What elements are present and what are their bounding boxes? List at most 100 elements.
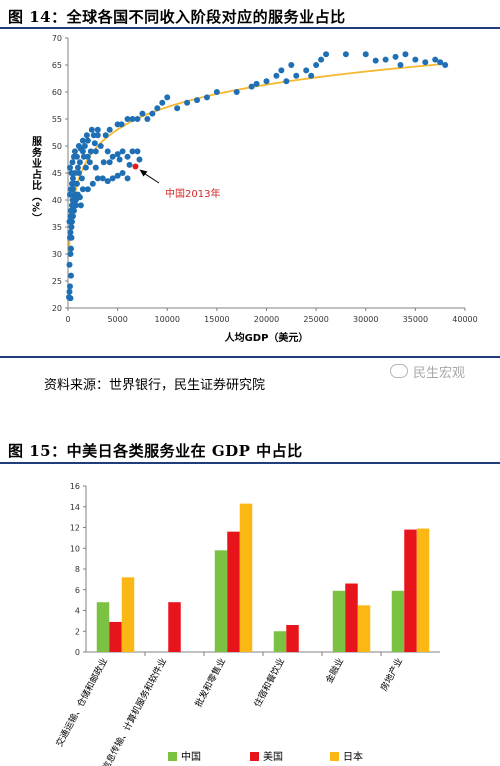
scatter-point <box>67 245 74 252</box>
legend-label: 日本 <box>343 750 363 763</box>
scatter-point <box>106 159 113 166</box>
bar-y-tick-label: 4 <box>75 607 80 616</box>
bar-美国-5 <box>404 529 417 652</box>
scatter-trend-curve <box>68 63 446 256</box>
bar-美国-2 <box>227 531 240 652</box>
scatter-point <box>82 164 89 171</box>
bar-日本-5 <box>416 528 430 652</box>
scatter-point <box>437 59 444 66</box>
scatter-point <box>263 78 270 85</box>
scatter-point <box>72 202 79 209</box>
scatter-point <box>126 161 133 168</box>
scatter-point <box>109 175 116 182</box>
scatter-x-axis-label: 人均GDP（美元） <box>225 331 309 344</box>
scatter-x-tick-label: 35000 <box>403 315 428 324</box>
scatter-point <box>69 186 76 193</box>
bar-中国-4 <box>332 590 346 652</box>
bar-category-label: 信息传输、计算机服务和软件业 <box>99 656 169 766</box>
scatter-point <box>84 153 91 160</box>
scatter-point <box>278 67 285 74</box>
scatter-point <box>69 175 76 182</box>
scatter-point <box>397 62 404 68</box>
scatter-point-china-2013 <box>132 163 139 170</box>
scatter-point <box>72 197 79 203</box>
scatter-y-axis-label: 服务业占比（%） <box>30 136 43 224</box>
figure2-title-rule <box>0 462 500 464</box>
scatter-point <box>402 51 409 58</box>
scatter-point <box>303 67 310 74</box>
scatter-point <box>104 148 111 155</box>
annotation-label: 中国2013年 <box>165 187 220 200</box>
scatter-point <box>392 53 399 60</box>
scatter-point <box>81 143 88 149</box>
scatter-point <box>184 99 191 106</box>
scatter-point <box>124 116 131 122</box>
bar-category-label: 交通运输、仓储和邮政业 <box>53 656 110 749</box>
scatter-point <box>71 180 78 187</box>
scatter-point <box>382 56 389 63</box>
scatter-y-tick-label: 35 <box>52 223 62 232</box>
scatter-point <box>248 83 255 90</box>
scatter-point <box>68 224 75 230</box>
scatter-point <box>308 72 315 79</box>
scatter-y-tick-label: 65 <box>52 61 62 70</box>
scatter-point <box>233 89 240 95</box>
figure1-source: 资料来源：世界银行，民生证券研究院 <box>44 378 266 393</box>
bar-legend: 中国 美国 日本 <box>168 750 363 763</box>
bar-日本-0 <box>121 577 135 652</box>
scatter-point <box>283 78 290 85</box>
scatter-point <box>71 148 78 155</box>
scatter-point <box>67 229 74 236</box>
scatter-point <box>119 170 126 176</box>
bar-y-tick-label: 10 <box>70 544 80 553</box>
scatter-point <box>273 72 280 79</box>
annotation-arrow-head <box>139 169 148 177</box>
bar-y-tick-label: 14 <box>70 503 80 512</box>
scatter-point <box>74 164 81 171</box>
bar-美国-1 <box>168 602 181 652</box>
scatter-point <box>94 175 101 182</box>
bar-category-label: 住宿和餐饮业 <box>251 656 287 709</box>
scatter-point <box>94 126 101 133</box>
scatter-point <box>87 148 94 155</box>
scatter-point <box>99 175 106 182</box>
scatter-x-tick-label: 25000 <box>303 315 328 324</box>
scatter-point <box>164 94 171 101</box>
scatter-point <box>91 140 98 147</box>
scatter-point <box>68 234 75 241</box>
scatter-point <box>124 175 131 182</box>
scatter-point <box>362 51 369 58</box>
watermark: 民生宏观 <box>390 362 465 381</box>
scatter-point <box>94 132 101 139</box>
legend-swatch-日本 <box>330 752 339 761</box>
scatter-point <box>76 159 83 166</box>
bar-美国-4 <box>345 583 358 652</box>
scatter-point <box>203 94 210 101</box>
scatter-x-tick-label: 5000 <box>107 315 127 324</box>
scatter-x-tick-label: 30000 <box>353 315 378 324</box>
scatter-point <box>116 156 123 163</box>
scatter-point <box>73 153 80 160</box>
bar-y-tick-label: 0 <box>75 648 80 657</box>
scatter-point <box>432 56 439 63</box>
scatter-point <box>66 288 73 295</box>
scatter-point <box>69 159 76 166</box>
scatter-point <box>97 143 104 149</box>
legend-swatch-中国 <box>168 752 177 761</box>
scatter-trendline <box>68 63 446 256</box>
scatter-point <box>66 164 73 171</box>
scatter-point <box>78 175 85 182</box>
scatter-point <box>67 295 74 302</box>
wechat-icon <box>390 364 408 378</box>
figure1-title: 图 14：全球各国不同收入阶段对应的服务业占比 <box>8 8 346 26</box>
scatter-point <box>67 251 74 257</box>
scatter-point <box>119 148 126 155</box>
scatter-point <box>86 159 93 166</box>
scatter-point <box>288 62 295 68</box>
scatter-point <box>84 186 91 193</box>
scatter-point <box>68 218 75 225</box>
scatter-x-tick-label: 40000 <box>452 315 477 324</box>
scatter-point <box>102 132 109 139</box>
scatter-point <box>129 148 136 155</box>
scatter-point <box>109 153 116 160</box>
